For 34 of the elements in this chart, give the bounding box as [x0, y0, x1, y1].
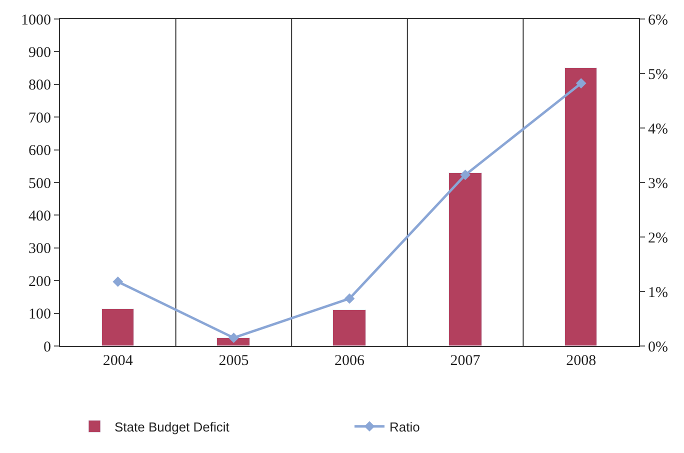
y-tick-label: 800: [28, 78, 51, 94]
bar: [564, 68, 597, 346]
bar: [448, 172, 482, 346]
legend-label: Ratio: [390, 419, 420, 434]
legend-label: State Budget Deficit: [114, 419, 230, 434]
x-tick-label: 2005: [218, 353, 249, 369]
y2-tick-label: 5%: [648, 66, 668, 83]
x-tick-label: 2007: [450, 353, 481, 369]
y2-tick-label: 3%: [648, 176, 668, 192]
point: [460, 170, 470, 180]
y-tick-label: 700: [28, 110, 51, 126]
y2-tick-label: 2%: [648, 230, 668, 246]
x-tick-label: 2004: [102, 353, 134, 369]
bar: [102, 308, 134, 346]
y-tick-label: 0: [44, 339, 51, 356]
y2-tick-label: 6%: [648, 12, 668, 28]
y2-tick-label: 0%: [648, 339, 668, 356]
y2-tick-label: 4%: [648, 121, 668, 138]
y-tick-label: 600: [28, 143, 51, 160]
y-tick-label: 900: [28, 44, 51, 61]
x-tick-label: 2008: [566, 353, 596, 369]
point: [228, 332, 239, 344]
bar: [332, 310, 366, 346]
y2-tick-label: 1%: [648, 284, 668, 301]
y-tick-label: 100: [28, 306, 51, 323]
y-tick-label: 400: [28, 208, 51, 224]
y-tick-label: 200: [28, 274, 51, 290]
point: [576, 78, 586, 89]
y-tick-label: 300: [28, 241, 51, 258]
point: [112, 276, 124, 287]
point: [344, 293, 355, 304]
y-tick-label: 1000: [21, 12, 51, 28]
x-tick-label: 2006: [334, 353, 365, 369]
y-tick-label: 500: [28, 176, 51, 192]
